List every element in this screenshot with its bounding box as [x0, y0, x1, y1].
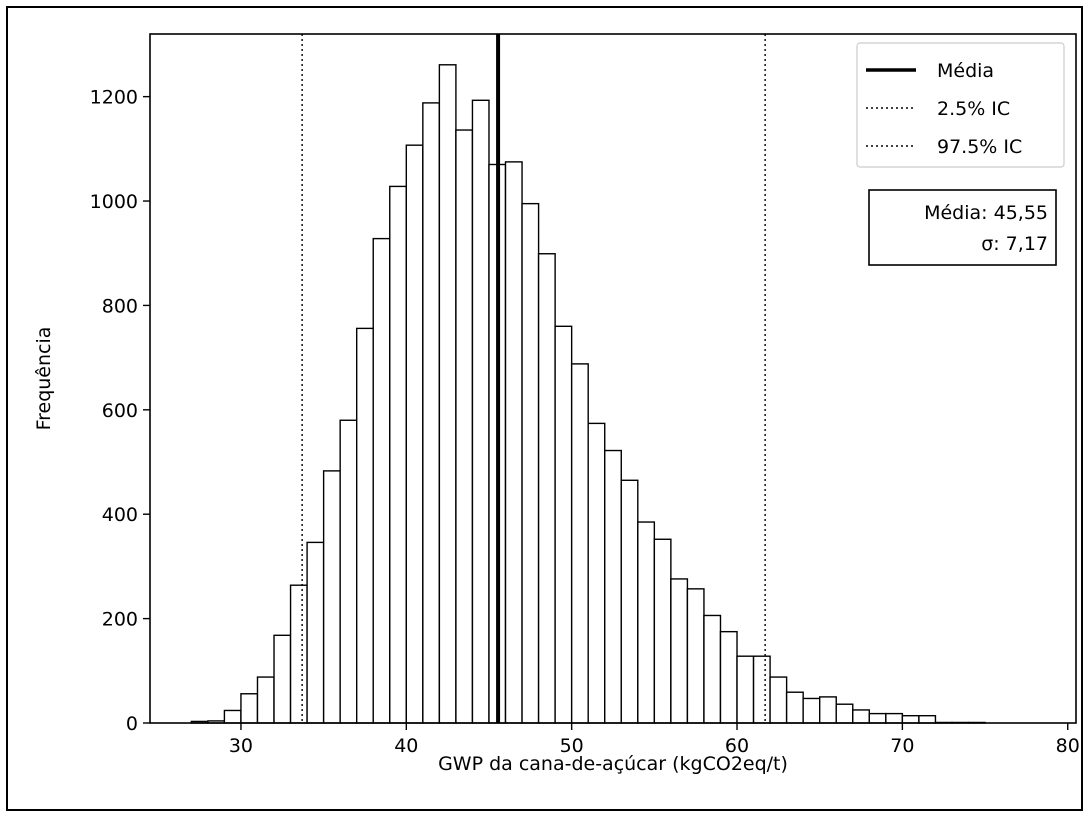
y-tick-label: 200	[102, 609, 138, 631]
histogram-bar	[471, 99, 490, 724]
axes-frame	[149, 33, 1077, 724]
y-axis-ticks: 0 200 400 600 800 1000 1200	[90, 87, 150, 735]
y-tick-label: 600	[102, 400, 138, 422]
histogram-bar	[455, 129, 474, 724]
legend: Média 2.5% IC 97.5% IC	[856, 42, 1065, 168]
histogram-bar	[322, 470, 341, 724]
histogram-bar	[570, 363, 589, 724]
stats-mean-text: Média: 45,55	[924, 202, 1048, 224]
histogram-bar	[256, 676, 275, 724]
histogram-bar	[422, 102, 441, 724]
x-tick-label: 80	[1056, 735, 1080, 757]
x-axis-label: GWP da cana-de-açúcar (kgCO2eq/t)	[438, 753, 788, 775]
histogram-bar	[736, 655, 755, 724]
histogram-bar	[785, 691, 804, 724]
histogram-bar	[901, 714, 920, 724]
histogram-bar	[223, 709, 242, 724]
legend-box	[856, 42, 1065, 168]
y-tick-label: 800	[102, 295, 138, 317]
x-tick-label: 50	[560, 735, 584, 757]
histogram-bar	[604, 449, 622, 724]
histogram-bar	[802, 697, 821, 724]
y-tick-label: 400	[102, 504, 138, 526]
x-tick-label: 40	[394, 735, 418, 757]
histogram-bar	[339, 419, 358, 724]
histogram-bar	[521, 202, 540, 724]
histogram-bar	[918, 714, 937, 724]
bars-group	[190, 64, 986, 724]
histogram-bar	[306, 541, 325, 724]
stats-sigma-text: σ: 7,17	[981, 233, 1048, 255]
x-tick-label: 30	[229, 735, 253, 757]
histogram-bar	[703, 614, 722, 724]
y-tick-label: 1200	[90, 87, 138, 109]
histogram-bar	[554, 325, 573, 724]
x-axis-ticks: 30 40 50 60 70 80	[229, 723, 1080, 757]
histogram-bar	[504, 161, 523, 724]
histogram-bar	[637, 521, 656, 724]
y-tick-label: 1000	[90, 191, 138, 213]
histogram-bar	[537, 253, 556, 724]
legend-ci-high-label: 97.5% IC	[937, 136, 1022, 158]
stats-box-frame	[868, 189, 1057, 266]
histogram-bar	[240, 693, 259, 724]
histogram-bar	[620, 479, 639, 724]
y-axis-label: Frequência	[33, 327, 55, 431]
stats-box: Média: 45,55 σ: 7,17	[868, 189, 1057, 266]
histogram-bar	[818, 696, 837, 724]
histogram-bar	[372, 237, 391, 724]
histogram-bar	[289, 584, 308, 724]
histogram-bar	[686, 588, 705, 724]
histogram-bar	[670, 578, 689, 724]
histogram-bar	[405, 144, 424, 724]
y-tick-label: 0	[126, 713, 138, 735]
histogram-bar	[868, 712, 887, 724]
histogram-bar	[653, 538, 672, 724]
histogram-bar	[719, 630, 738, 724]
histogram-bar	[355, 327, 374, 724]
histogram-bar	[769, 676, 788, 724]
x-tick-label: 70	[890, 735, 914, 757]
histogram-bar	[835, 703, 854, 724]
legend-ci-low-label: 2.5% IC	[937, 98, 1010, 120]
histogram-bar	[852, 709, 871, 724]
histogram-bar	[438, 64, 457, 724]
histogram-bar	[587, 422, 606, 724]
histogram-bar	[273, 634, 292, 724]
figure-frame	[6, 6, 1083, 811]
x-tick-label: 60	[725, 735, 749, 757]
histogram-bar	[389, 185, 408, 724]
reference-lines-group	[301, 34, 766, 723]
histogram-bar	[752, 655, 771, 724]
histogram-bar	[885, 712, 904, 724]
legend-mean-label: Média	[937, 60, 994, 82]
